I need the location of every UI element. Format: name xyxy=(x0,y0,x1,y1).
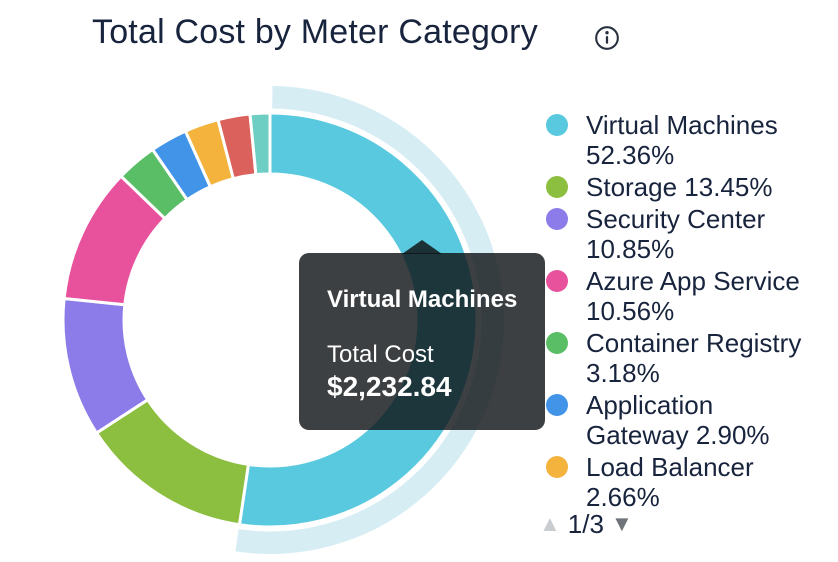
legend-item[interactable]: Application Gateway 2.90% xyxy=(546,390,814,450)
legend-item[interactable]: Load Balancer 2.66% xyxy=(546,452,814,507)
legend-color-dot xyxy=(546,114,568,136)
legend-page-down-button[interactable]: ▼ xyxy=(610,511,633,536)
legend-color-dot xyxy=(546,270,568,292)
donut-segment-segment-9[interactable] xyxy=(248,111,272,177)
chart-title: Total Cost by Meter Category xyxy=(92,13,538,51)
tooltip: Virtual Machines Total Cost $2,232.84 xyxy=(299,240,545,430)
legend-item-label: Security Center 10.85% xyxy=(586,204,766,264)
legend-color-dot xyxy=(546,394,568,416)
legend-item[interactable]: Storage 13.45% xyxy=(546,172,814,202)
tooltip-title: Virtual Machines xyxy=(327,286,518,313)
tooltip-metric-label: Total Cost xyxy=(327,341,434,368)
legend-item[interactable]: Container Registry 3.18% xyxy=(546,328,814,388)
legend: Virtual Machines 52.36% Storage 13.45% Sec… xyxy=(546,110,814,507)
legend-item[interactable]: Virtual Machines 52.36% xyxy=(546,110,814,170)
legend-item[interactable]: Security Center 10.85% xyxy=(546,204,814,264)
tooltip-arrow xyxy=(402,240,442,254)
tooltip-metric-value: $2,232.84 xyxy=(327,371,452,402)
legend-item-label: Load Balancer 2.66% xyxy=(586,452,754,507)
info-icon[interactable] xyxy=(594,25,620,51)
legend-item-label: Storage 13.45% xyxy=(586,172,773,202)
legend-page-up-button[interactable]: ▲ xyxy=(539,511,561,536)
legend-item-label: Application Gateway 2.90% xyxy=(586,390,770,450)
legend-item-label: Azure App Service 10.56% xyxy=(586,266,800,326)
legend-color-dot xyxy=(546,456,568,478)
legend-pager: ▲ 1/3 ▼ xyxy=(539,509,633,539)
legend-item[interactable]: Azure App Service 10.56% xyxy=(546,266,814,326)
legend-item-label: Container Registry 3.18% xyxy=(586,328,802,388)
legend-page-indicator: 1/3 xyxy=(567,509,604,539)
legend-color-dot xyxy=(546,332,568,354)
legend-color-dot xyxy=(546,176,568,198)
legend-color-dot xyxy=(546,208,568,230)
legend-item-label: Virtual Machines 52.36% xyxy=(586,110,778,170)
